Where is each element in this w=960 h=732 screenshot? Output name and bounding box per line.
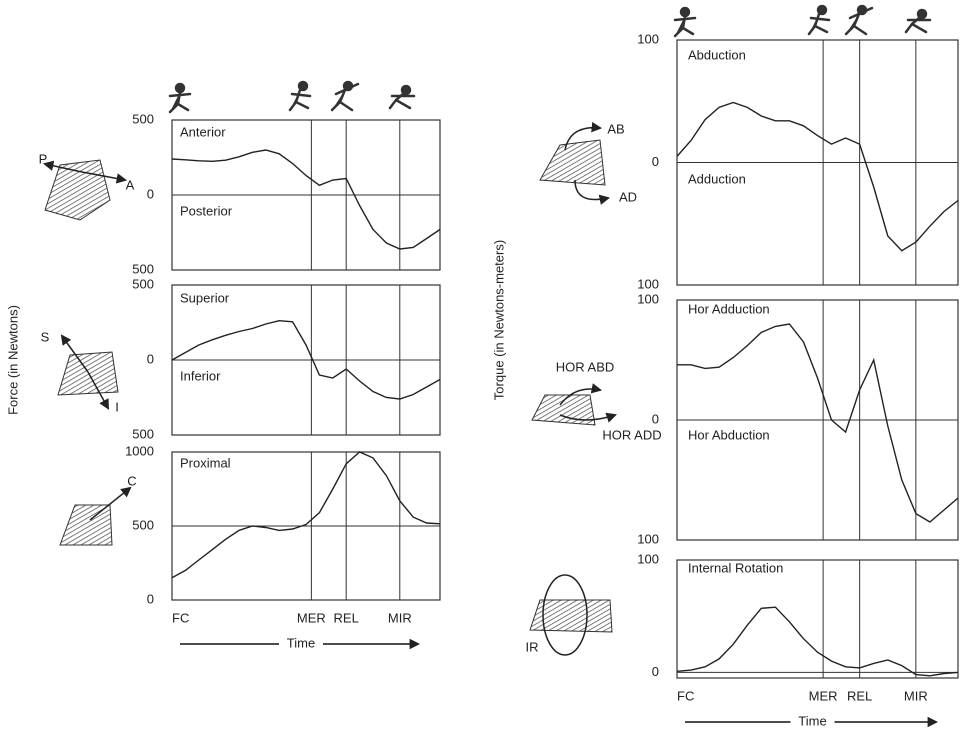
y-axis-label: Force (in Newtons) <box>5 305 20 415</box>
x-tick-label: MIR <box>388 610 412 625</box>
annotation: HOR ABD <box>556 359 615 374</box>
y-tick-label: 100 <box>637 551 659 566</box>
x-tick-label: REL <box>334 610 359 625</box>
annotation: C <box>127 473 136 488</box>
annotation: AB <box>607 121 624 136</box>
y-tick-label: 0 <box>147 186 154 201</box>
annotation: Internal Rotation <box>688 560 783 575</box>
annotation: Anterior <box>180 124 226 139</box>
y-tick-label: 500 <box>132 426 154 441</box>
annotation: P <box>39 151 48 166</box>
y-tick-label: 100 <box>637 531 659 546</box>
y-tick-label: 100 <box>637 291 659 306</box>
annotation: Adduction <box>688 171 746 186</box>
y-tick-label: 0 <box>652 664 659 679</box>
y-axis-label: Torque (in Newtons-meters) <box>491 240 506 400</box>
annotation: Hor Abduction <box>688 427 770 442</box>
annotation: IR <box>526 639 539 654</box>
annotation: AD <box>619 189 637 204</box>
y-tick-label: 100 <box>637 276 659 291</box>
y-tick-label: 1000 <box>125 443 154 458</box>
y-tick-label: 500 <box>132 261 154 276</box>
annotation: Posterior <box>180 203 233 218</box>
y-tick-label: 0 <box>147 591 154 606</box>
annotation: HOR ADD <box>602 427 661 442</box>
annotation: Proximal <box>180 455 231 470</box>
x-tick-label: MER <box>809 688 838 703</box>
annotation: Superior <box>180 290 230 305</box>
annotation: Hor Adduction <box>688 301 770 316</box>
y-tick-label: 100 <box>637 31 659 46</box>
x-axis-label: Time <box>798 713 826 728</box>
y-tick-label: 500 <box>132 276 154 291</box>
x-tick-label: MER <box>297 610 326 625</box>
y-tick-label: 0 <box>147 351 154 366</box>
y-tick-label: 0 <box>652 154 659 169</box>
x-tick-label: FC <box>172 610 189 625</box>
x-axis-label: Time <box>287 635 315 650</box>
x-tick-label: FC <box>677 688 694 703</box>
runner-icons <box>170 6 930 112</box>
annotation: I <box>115 399 119 414</box>
annotation: S <box>41 329 50 344</box>
figure: 500 0 500 Force (in Newtons) Anterior Posteri… <box>0 0 960 732</box>
y-tick-label: 500 <box>132 517 154 532</box>
x-tick-label: REL <box>847 688 872 703</box>
y-tick-label: 500 <box>132 111 154 126</box>
x-tick-label: MIR <box>904 688 928 703</box>
annotation: Abduction <box>688 47 746 62</box>
y-tick-label: 0 <box>652 411 659 426</box>
icons <box>45 128 615 655</box>
annotation: Inferior <box>180 368 221 383</box>
annotation: A <box>126 177 135 192</box>
